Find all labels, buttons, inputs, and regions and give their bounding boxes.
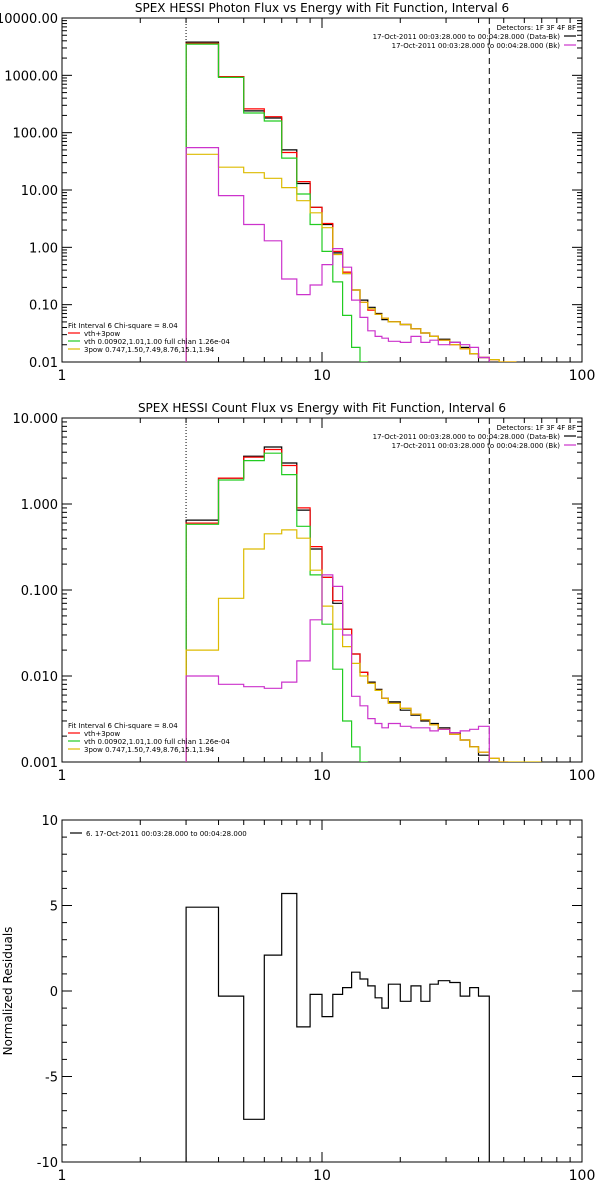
y-tick-label: 1000.00 [4, 69, 58, 84]
legend-entry: 3pow 0.747,1.50,7.49,8.76,15.1,1.94 [84, 746, 215, 754]
series-3pow-line [185, 529, 542, 762]
y-tick-label: 0.010 [21, 670, 58, 685]
series-data-bk-line [185, 41, 490, 362]
x-tick-label: 1 [58, 768, 67, 784]
y-tick-label: 10.00 [21, 184, 58, 199]
legend-fit-header: Fit Interval 6 Chi-square = 8.04 [68, 322, 178, 330]
plot-frame [61, 819, 583, 1163]
plot-frame [61, 17, 583, 363]
series-bk-line [185, 147, 490, 362]
y-tick-label: -5 [45, 1071, 58, 1086]
legend-entry: vth 0.00902,1.01,1.00 full chian 1.26e-0… [84, 338, 230, 346]
legend-entry: vth+3pow [84, 330, 120, 338]
y-tick-label: 0.001 [21, 756, 58, 771]
series-vth-3pow-line [185, 448, 509, 762]
legend-detectors: Detectors: 1F 3F 4F 8F [497, 424, 576, 432]
y-tick-label: 1.000 [21, 498, 58, 513]
y-tick-label: 0 [50, 985, 58, 1000]
series-vth-3pow-line [185, 42, 517, 362]
series-vth-line [185, 43, 368, 362]
legend-fit-header: Fit Interval 6 Chi-square = 8.04 [68, 722, 178, 730]
legend-detectors: Detectors: 1F 3F 4F 8F [497, 24, 576, 32]
y-tick-label: 10.000 [13, 412, 59, 427]
legend-entry: 17-Oct-2011 00:03:28.000 to 00:04:28.000… [373, 33, 561, 41]
chart-title: SPEX HESSI Count Flux vs Energy with Fit… [138, 401, 506, 415]
series-bk-line [185, 574, 490, 762]
legend-entry: 17-Oct-2011 00:03:28.000 to 00:04:28.000… [373, 433, 561, 441]
y-tick-label: 100.00 [13, 127, 59, 142]
series-residuals-line [185, 892, 490, 1162]
x-tick-label: 10 [313, 768, 331, 784]
y-axis-label: Normalized Residuals [1, 927, 15, 1056]
legend-entry: 17-Oct-2011 00:03:28.000 to 00:04:28.000… [392, 442, 561, 450]
legend-entry: 3pow 0.747,1.50,7.49,8.76,15.1,1.94 [84, 346, 215, 354]
x-tick-label: 100 [569, 768, 596, 784]
x-tick-label: 100 [569, 368, 596, 384]
x-tick-label: 10 [313, 368, 331, 384]
y-tick-label: 5 [50, 900, 58, 915]
x-tick-label: 10 [313, 1168, 331, 1184]
y-tick-label: 10 [41, 814, 58, 829]
legend-entry: 6. 17-Oct-2011 00:03:28.000 to 00:04:28.… [86, 830, 247, 838]
x-tick-label: 100 [569, 1168, 596, 1184]
y-tick-label: 1.00 [29, 241, 58, 256]
series-3pow-line [185, 153, 517, 362]
y-tick-label: 0.100 [21, 584, 58, 599]
chart-title: SPEX HESSI Photon Flux vs Energy with Fi… [135, 1, 509, 15]
x-tick-label: 1 [58, 1168, 67, 1184]
y-tick-label: -10 [37, 1156, 58, 1171]
legend-entry: vth+3pow [84, 730, 120, 738]
y-tick-label: 10000.00 [0, 12, 58, 27]
legend-entry: 17-Oct-2011 00:03:28.000 to 00:04:28.000… [392, 42, 561, 50]
series-data-bk-line [185, 446, 490, 762]
legend-entry: vth 0.00902,1.01,1.00 full chian 1.26e-0… [84, 738, 230, 746]
series-vth-line [185, 452, 368, 762]
y-tick-label: 0.01 [29, 356, 58, 371]
y-tick-label: 0.10 [29, 299, 58, 314]
x-tick-label: 1 [58, 368, 67, 384]
